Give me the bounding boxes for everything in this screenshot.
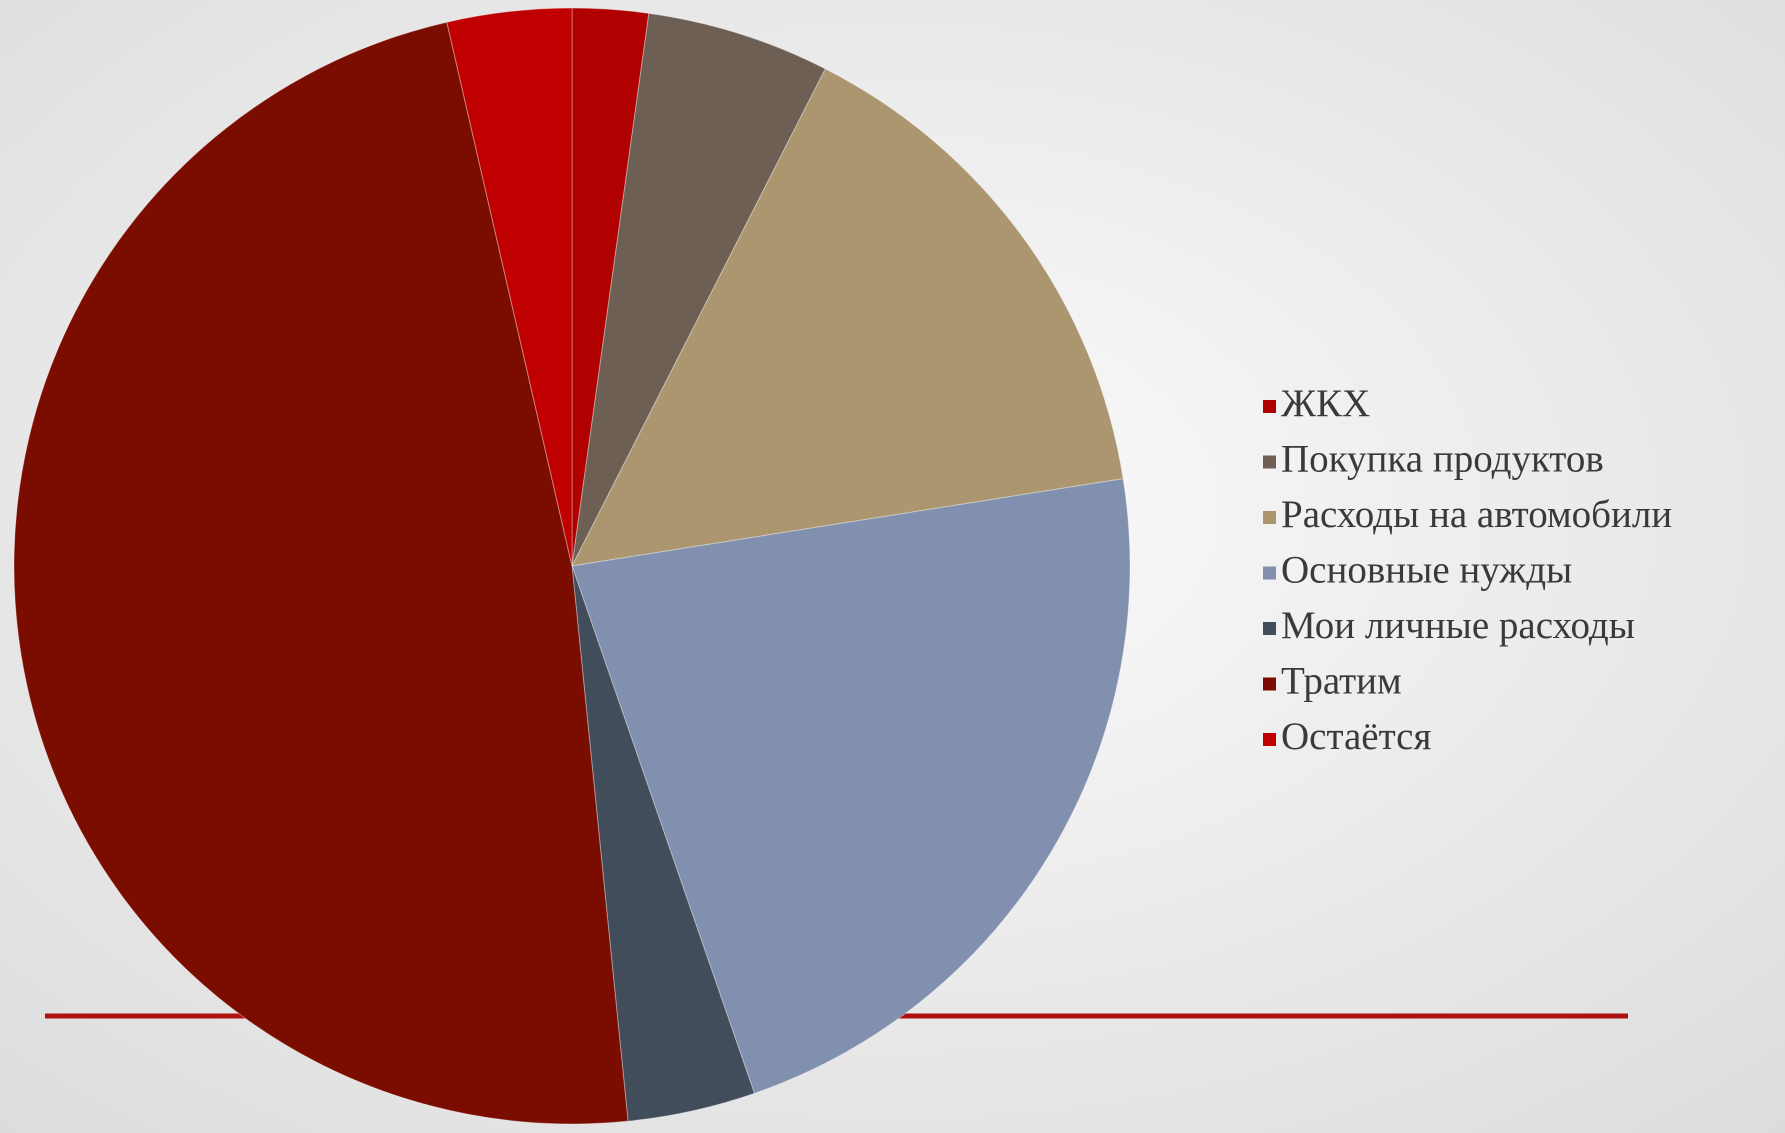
pie-slice xyxy=(571,7,650,567)
legend-label: Тратим xyxy=(1281,659,1402,702)
legend-swatch xyxy=(1263,455,1276,469)
pie-slice xyxy=(571,565,756,1122)
legend-swatch xyxy=(1263,566,1276,580)
legend-label: Покупка продуктов xyxy=(1281,437,1604,480)
legend-label: Основные нужды xyxy=(1281,548,1572,591)
legend-label: Расходы на автомобили xyxy=(1281,493,1672,536)
pie-slice xyxy=(571,68,1124,567)
pie xyxy=(13,7,1131,1125)
pie-slice xyxy=(446,7,573,567)
legend-swatch xyxy=(1263,511,1276,524)
legend-swatch xyxy=(1263,677,1276,691)
pie-slice xyxy=(571,12,826,567)
legend-swatch xyxy=(1263,400,1276,413)
pie-slice xyxy=(13,21,629,1125)
legend-swatch xyxy=(1263,733,1276,746)
legend: ЖКХ Покупка продуктов Расходы на автомобил… xyxy=(1263,382,1672,758)
pie-slice xyxy=(571,478,1131,1094)
legend-label: ЖКХ xyxy=(1281,382,1370,425)
legend-label: Мои личные расходы xyxy=(1281,604,1635,647)
legend-swatch xyxy=(1263,622,1276,635)
legend-label: Остаётся xyxy=(1281,715,1431,758)
